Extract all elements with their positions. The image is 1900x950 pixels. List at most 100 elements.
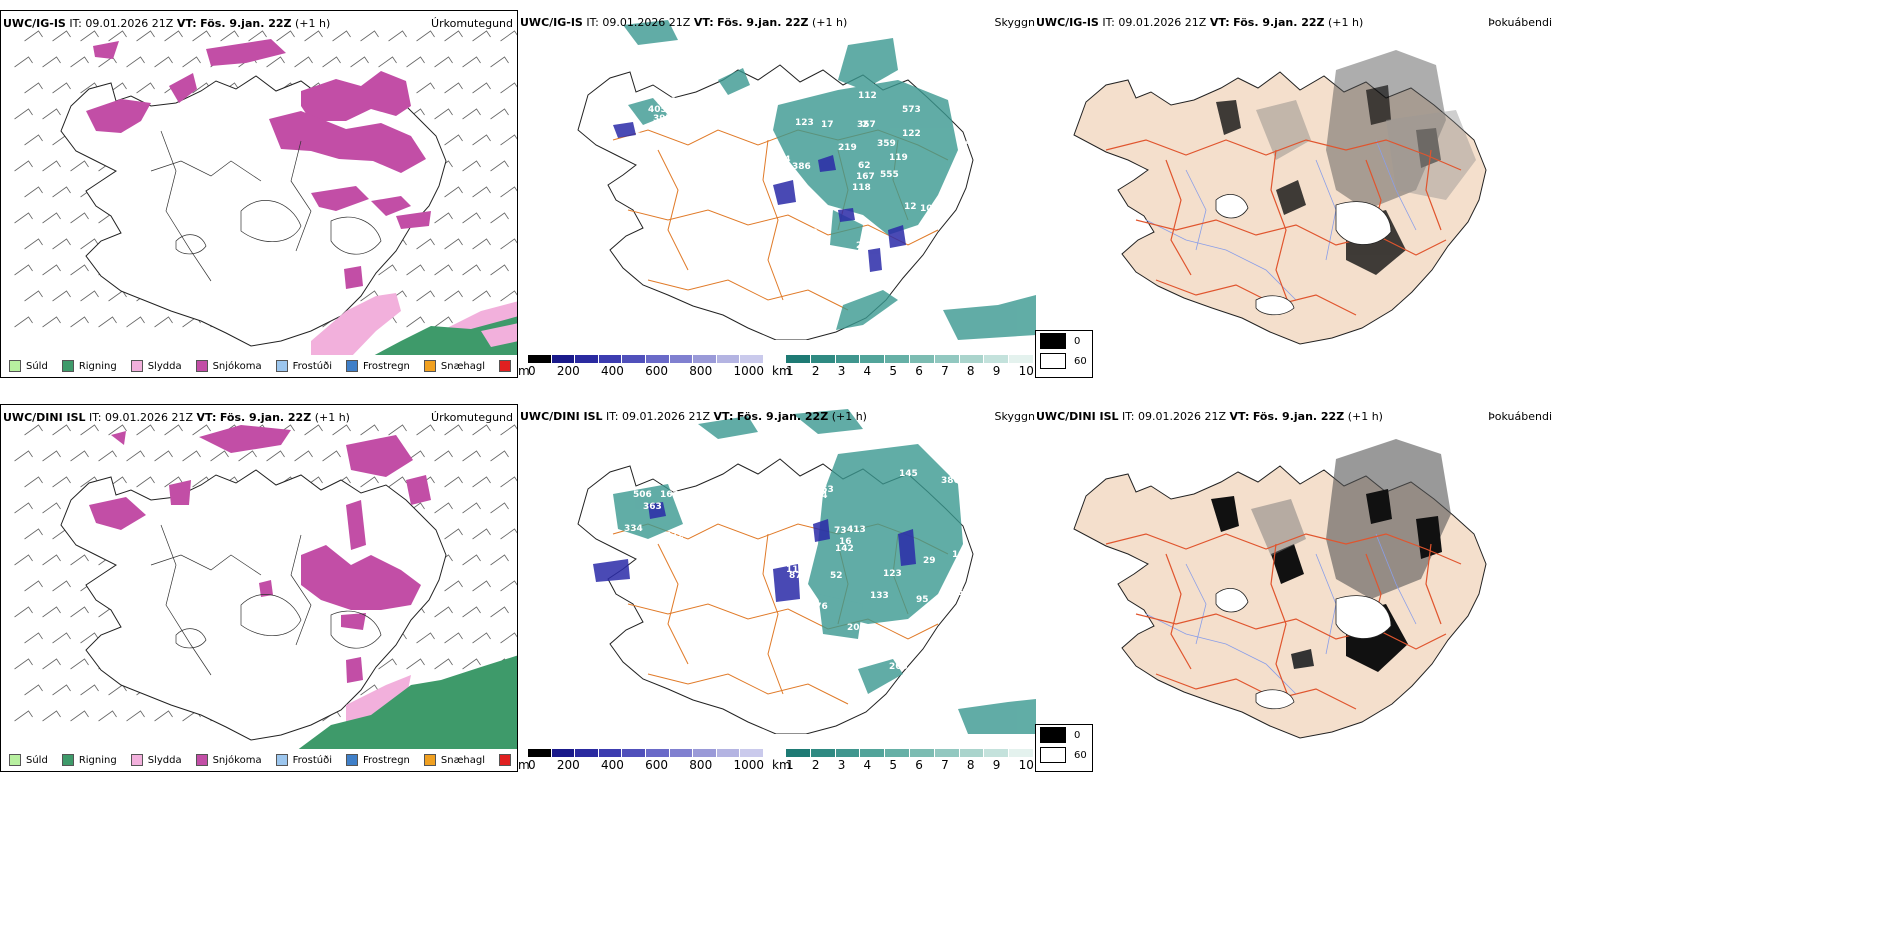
snow-area (346, 657, 363, 683)
cloud-base-label: 573 (902, 105, 921, 115)
wind-barb (500, 82, 517, 94)
colorbar-tick: 800 (689, 364, 713, 378)
wind-barb (154, 450, 173, 462)
wind-barb (434, 264, 453, 276)
cloud-base-label: 123 (883, 569, 902, 579)
cloud-base-label: 167 (856, 172, 875, 182)
colorbar-cell (959, 355, 985, 363)
ptype-panel-row1: UWC/IG-IS IT: 09.01.2026 21Z VT: Fös. 9.… (0, 10, 518, 378)
wind-barb (416, 30, 435, 42)
colorbar-tick: 9 (992, 364, 1001, 378)
legend-label: Frostúði (292, 360, 332, 372)
lead-time: (+1 h) (1328, 16, 1364, 29)
wind-barb (500, 528, 517, 540)
visibility-map-row2: 441 962 955 506 363 372 334 163 73 263 21 111 95 418 2… (577, 409, 1036, 734)
wind-barb (500, 134, 517, 146)
visibility-colorbar-row1 (786, 355, 1034, 363)
model-name: UWC/IG-IS (3, 17, 66, 30)
wind-barb (500, 30, 517, 42)
cloud-base-label: 87 (789, 571, 802, 581)
wind-barb (500, 290, 517, 302)
ptype-map-row2 (14, 424, 517, 751)
wind-barb (294, 450, 313, 462)
snow-area (406, 475, 431, 505)
legend-swatch (130, 754, 143, 766)
visibility-title-row2: Skyggni (994, 410, 1038, 423)
wind-barb (378, 56, 397, 68)
fog-legend-row1: 0 60 (1035, 330, 1093, 378)
colorbar-cell (934, 749, 960, 757)
wind-barb (416, 632, 435, 644)
visibility-ticks-row1: 1 2 3 4 5 6 7 8 9 10 (786, 364, 1034, 378)
wind-barb (42, 108, 61, 120)
wind-barb (248, 30, 267, 42)
model-name: UWC/DINI ISL (1036, 410, 1119, 423)
cloud-base-label: 13 (784, 258, 797, 268)
wind-barb (332, 30, 351, 42)
wind-barb (192, 424, 211, 436)
cloud-base-label: 29 (923, 556, 936, 566)
wind-barb (154, 316, 173, 328)
cloud-base-label: 263 (889, 662, 908, 672)
cloud-base-label: 216 (816, 250, 835, 260)
colorbar-cell (528, 355, 552, 363)
wind-barb (388, 424, 407, 436)
wind-barb (154, 56, 173, 68)
model-name: UWC/IG-IS (1036, 16, 1099, 29)
colorbar-cell (786, 355, 811, 363)
colorbar-cell (693, 355, 717, 363)
colorbar-cell (575, 355, 599, 363)
wind-barb (462, 108, 481, 120)
wind-barb (238, 450, 257, 462)
it-label: IT: (586, 16, 599, 29)
colorbar-tick: 800 (689, 758, 713, 772)
colorbar-tick: 400 (601, 364, 624, 378)
wind-barb (472, 528, 491, 540)
vt-label: VT: (176, 17, 197, 30)
colorbar-tick: 400 (601, 758, 624, 772)
snow-area (301, 71, 411, 121)
wind-barb (266, 450, 285, 462)
colorbar-tick: 1000 (733, 364, 764, 378)
colorbar-cell (551, 355, 576, 363)
lead-time: (+1 h) (314, 411, 350, 424)
wind-barb (80, 238, 99, 250)
colorbar-tick: 3 (837, 758, 846, 772)
wind-barb (14, 212, 33, 224)
visibility-unit-row2: km (772, 758, 791, 772)
colorbar-cell (716, 355, 741, 363)
wind-barb (42, 56, 61, 68)
wind-barb (80, 684, 99, 696)
wind-barb (52, 290, 71, 302)
colorbar-cell (860, 355, 886, 363)
legend-swatch (195, 754, 208, 766)
vt-label: VT: (713, 410, 734, 423)
wind-barb (70, 554, 89, 566)
wind-barb (500, 632, 517, 644)
colorbar-cell (810, 749, 836, 757)
snow-area (341, 613, 366, 630)
wind-barb (136, 476, 155, 488)
legend-swatch (130, 360, 143, 372)
legend-label: Rigning (78, 360, 117, 372)
cloud-base-label: 597 (657, 97, 676, 107)
wind-barb (220, 30, 239, 42)
colorbar-cell (598, 749, 623, 757)
wind-barb (434, 606, 453, 618)
ptype-legend-row2: Súld Rigning Slydda Snjókoma Frostúði Frostre… (1, 749, 517, 771)
wind-barb (462, 606, 481, 618)
legend-swatch (9, 754, 21, 766)
fog-legend-high: 0 (1074, 335, 1081, 347)
wind-barb (126, 316, 145, 328)
legend-swatch (499, 754, 512, 766)
wind-barb (444, 476, 463, 488)
colorbar-tick: 6 (915, 758, 923, 772)
cloud-base-label: 52 (830, 571, 843, 581)
colorbar-tick: 200 (556, 758, 580, 772)
wind-barb (80, 290, 99, 302)
ptype-legend-item: Frostregn (346, 360, 410, 372)
colorbar-tick: 5 (889, 364, 898, 378)
vt-value: Fös. 9.jan. 22Z (219, 411, 312, 424)
wind-barb (210, 450, 229, 462)
wind-barb (14, 606, 33, 618)
